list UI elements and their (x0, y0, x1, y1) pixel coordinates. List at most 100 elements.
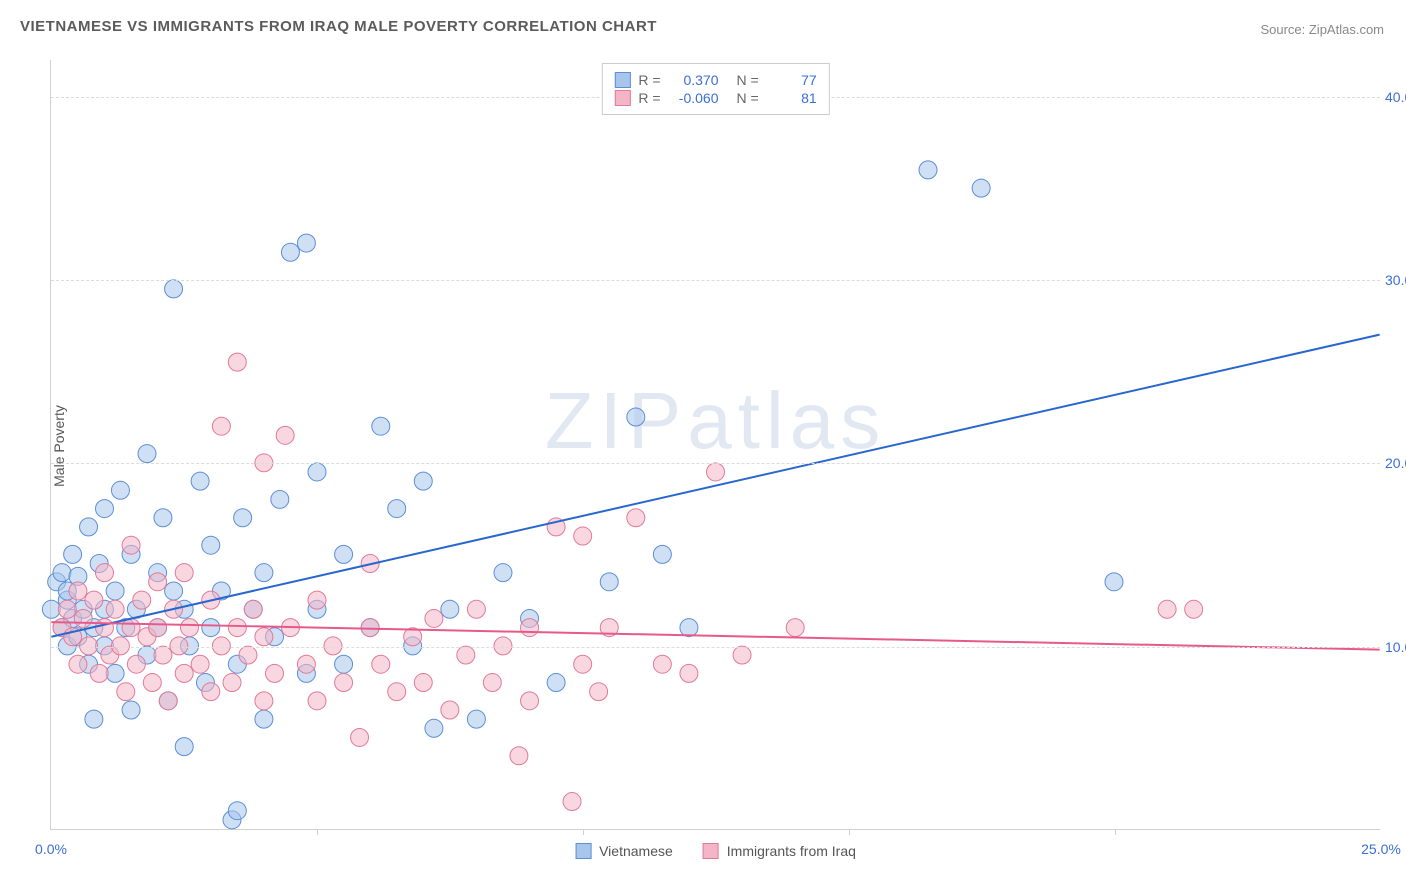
data-point (266, 664, 284, 682)
data-point (627, 408, 645, 426)
ytick-label: 20.0% (1385, 455, 1406, 471)
data-point (271, 490, 289, 508)
data-point (590, 683, 608, 701)
data-point (165, 582, 183, 600)
legend-series: Vietnamese Immigrants from Iraq (575, 843, 856, 859)
data-point (786, 619, 804, 637)
data-point (707, 463, 725, 481)
data-point (574, 527, 592, 545)
data-point (483, 674, 501, 692)
data-point (133, 591, 151, 609)
data-point (600, 573, 618, 591)
data-point (202, 683, 220, 701)
data-point (255, 692, 273, 710)
data-point (308, 463, 326, 481)
legend-label-iraq: Immigrants from Iraq (727, 843, 856, 859)
data-point (85, 591, 103, 609)
data-point (733, 646, 751, 664)
legend-row-iraq: R = -0.060 N = 81 (614, 90, 816, 106)
data-point (122, 536, 140, 554)
trend-line (51, 622, 1379, 649)
data-point (85, 710, 103, 728)
data-point (42, 600, 60, 618)
data-point (521, 692, 539, 710)
data-point (425, 719, 443, 737)
data-point (64, 545, 82, 563)
data-point (255, 628, 273, 646)
data-point (372, 417, 390, 435)
data-point (234, 509, 252, 527)
gridline (51, 647, 1380, 648)
data-point (80, 518, 98, 536)
gridline (51, 463, 1380, 464)
data-point (106, 600, 124, 618)
data-point (149, 573, 167, 591)
r-value-iraq: -0.060 (669, 90, 719, 106)
data-point (308, 591, 326, 609)
data-point (228, 619, 246, 637)
data-point (202, 619, 220, 637)
gridline (51, 280, 1380, 281)
data-point (159, 692, 177, 710)
data-point (653, 655, 671, 673)
data-point (653, 545, 671, 563)
data-point (494, 564, 512, 582)
data-point (106, 664, 124, 682)
data-point (117, 683, 135, 701)
data-point (58, 600, 76, 618)
xtick-minor (317, 829, 318, 835)
data-point (228, 802, 246, 820)
data-point (143, 674, 161, 692)
data-point (90, 664, 108, 682)
r-value-vietnamese: 0.370 (669, 72, 719, 88)
data-point (521, 619, 539, 637)
n-label: N = (737, 90, 759, 106)
data-point (680, 619, 698, 637)
data-point (96, 564, 114, 582)
data-point (154, 509, 172, 527)
n-value-vietnamese: 77 (767, 72, 817, 88)
xtick-minor (583, 829, 584, 835)
data-point (255, 710, 273, 728)
data-point (351, 728, 369, 746)
data-point (154, 646, 172, 664)
n-label: N = (737, 72, 759, 88)
chart-area: ZIPatlas R = 0.370 N = 77 R = -0.060 N =… (50, 60, 1380, 830)
data-point (335, 674, 353, 692)
data-point (181, 619, 199, 637)
data-point (467, 600, 485, 618)
ytick-label: 30.0% (1385, 272, 1406, 288)
data-point (165, 280, 183, 298)
data-point (414, 674, 432, 692)
swatch-vietnamese (614, 72, 630, 88)
data-point (1185, 600, 1203, 618)
data-point (441, 600, 459, 618)
data-point (111, 481, 129, 499)
data-point (149, 619, 167, 637)
scatter-plot-svg (51, 60, 1380, 829)
data-point (239, 646, 257, 664)
data-point (212, 417, 230, 435)
swatch-iraq (614, 90, 630, 106)
xtick-minor (849, 829, 850, 835)
swatch-iraq (703, 843, 719, 859)
data-point (388, 500, 406, 518)
data-point (1158, 600, 1176, 618)
data-point (281, 243, 299, 261)
r-label: R = (638, 72, 660, 88)
legend-item-vietnamese: Vietnamese (575, 843, 673, 859)
data-point (74, 609, 92, 627)
data-point (106, 582, 124, 600)
data-point (297, 234, 315, 252)
source-label: Source: ZipAtlas.com (1260, 22, 1384, 37)
n-value-iraq: 81 (767, 90, 817, 106)
data-point (223, 674, 241, 692)
chart-title: VIETNAMESE VS IMMIGRANTS FROM IRAQ MALE … (20, 18, 657, 35)
data-point (191, 472, 209, 490)
data-point (127, 655, 145, 673)
data-point (96, 500, 114, 518)
data-point (414, 472, 432, 490)
data-point (122, 701, 140, 719)
data-point (563, 793, 581, 811)
data-point (297, 655, 315, 673)
